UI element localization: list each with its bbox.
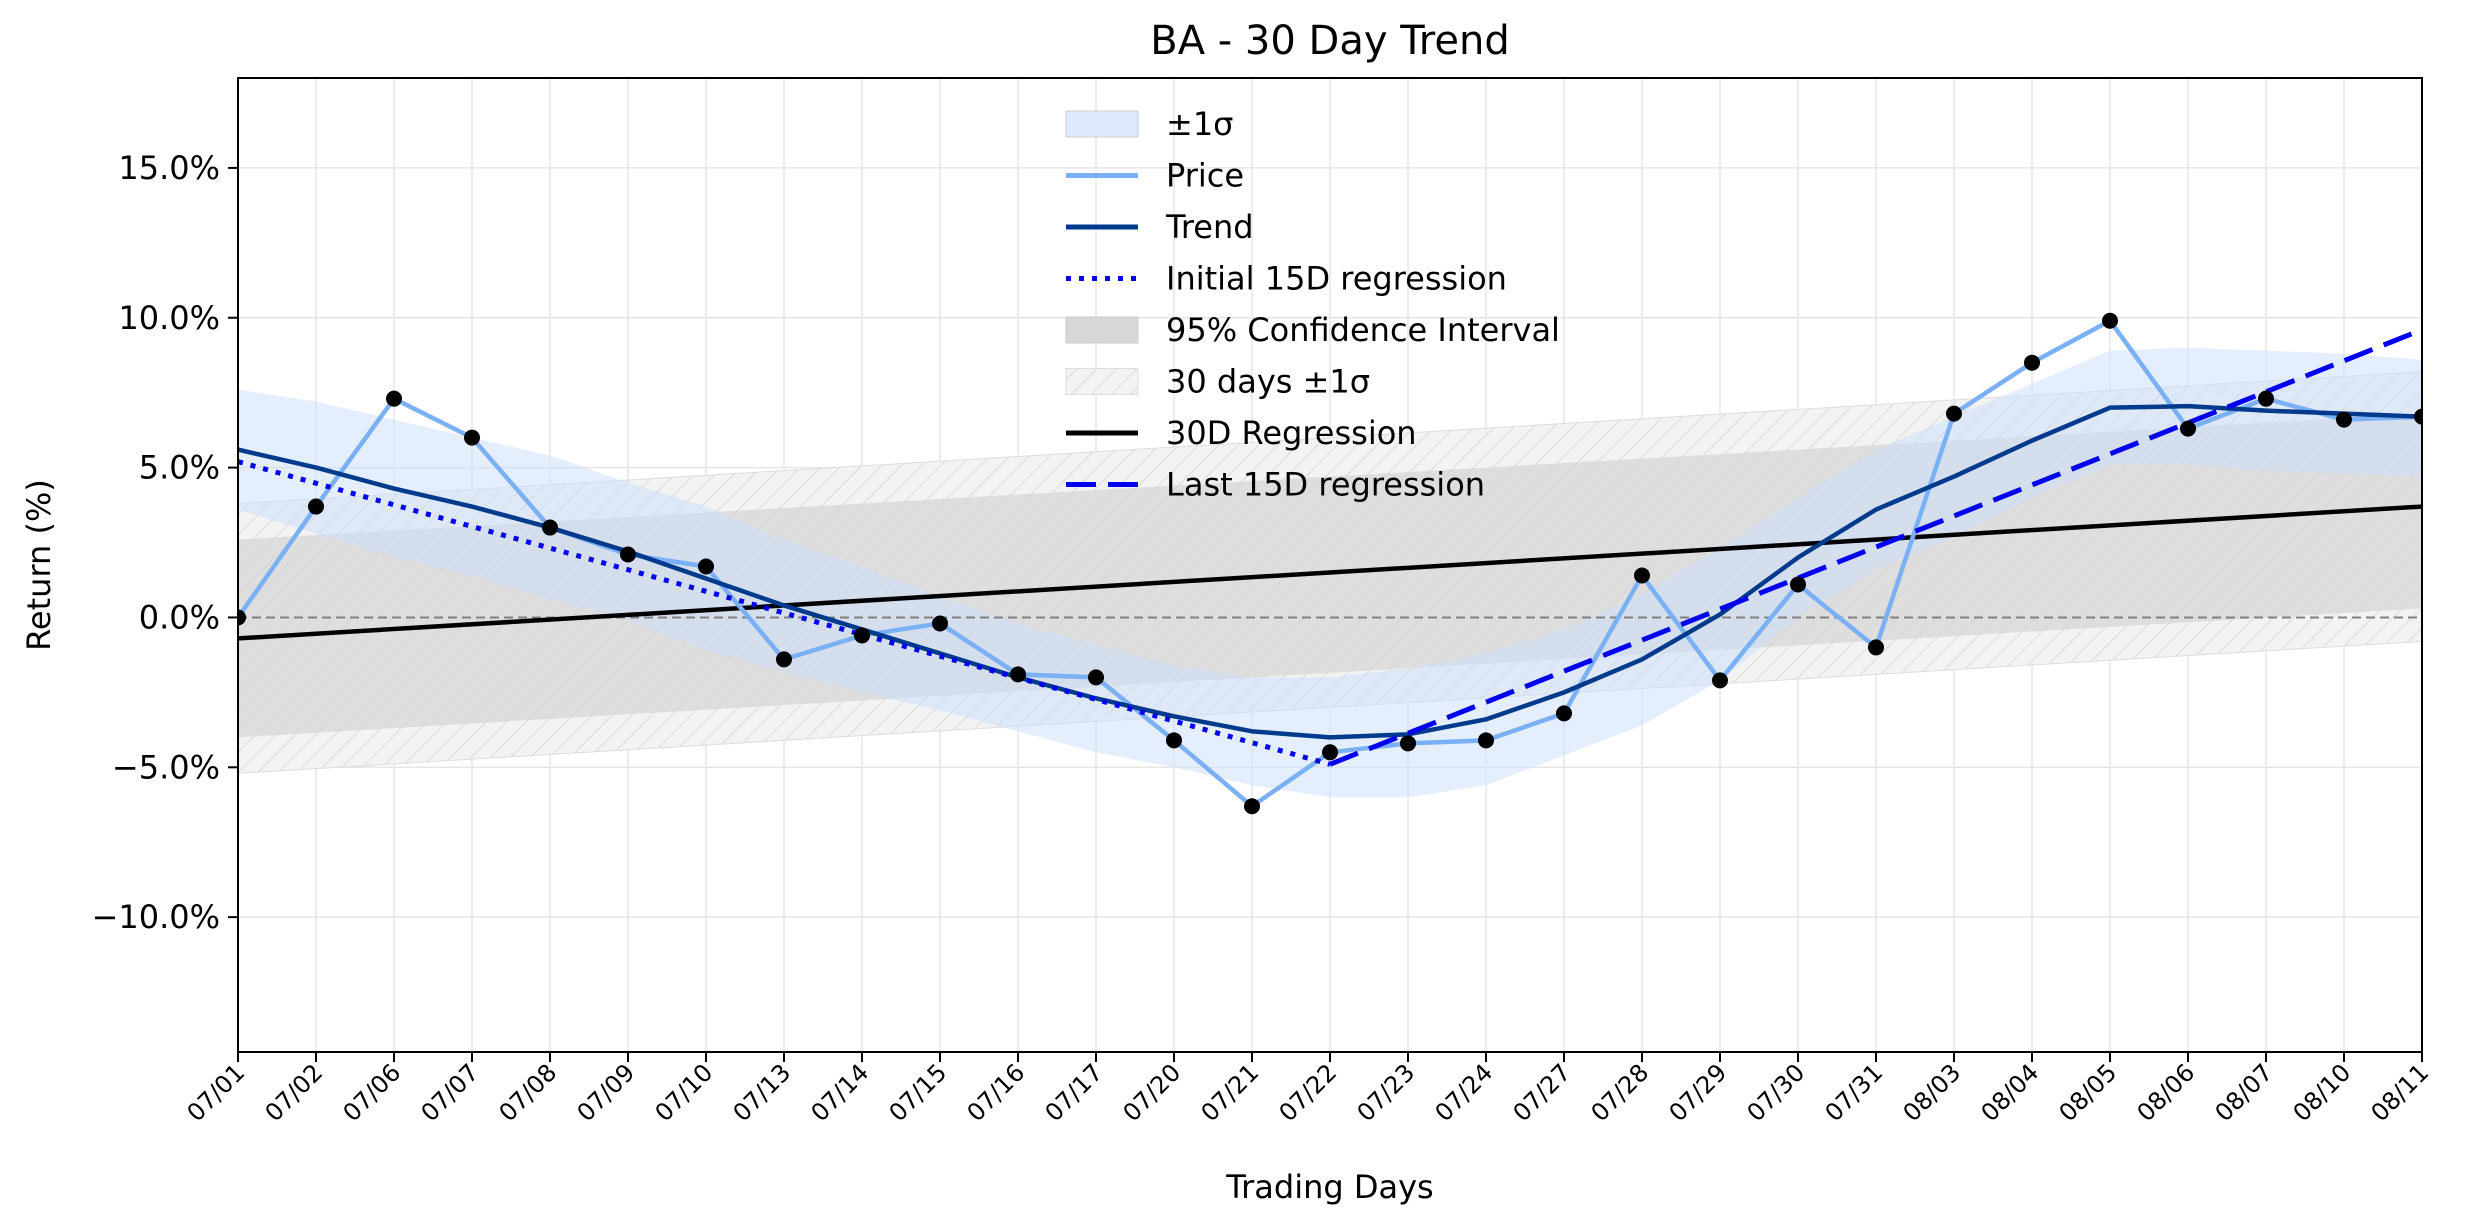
price-point [620,546,636,563]
legend-label: 30 days ±1σ [1166,363,1370,401]
legend-label: Trend [1165,208,1254,246]
y-tick-label: 10.0% [118,299,220,337]
price-point [1946,405,1962,422]
price-point [238,609,246,626]
series-line-5 [238,504,2422,641]
price-point [776,651,792,668]
price-point [698,558,714,575]
price-point [1556,705,1572,722]
price-point [1322,744,1338,761]
legend-swatch [1065,316,1139,344]
price-point [1088,669,1104,686]
band-1sigma [238,347,2422,798]
price-point [308,498,324,515]
price-point [1790,576,1806,593]
price-point [2414,408,2422,425]
price-point [2258,390,2274,407]
price-point [1244,798,1260,815]
price-point [854,627,870,644]
plot-area [238,312,2422,815]
price-point [1868,639,1884,656]
price-point [542,519,558,536]
price-point [2180,420,2196,437]
y-tick-label: 15.0% [118,149,220,187]
legend-swatch [1065,368,1139,395]
series-line-1 [238,403,2422,740]
legend-label: ±1σ [1166,105,1233,143]
chart-title: BA - 30 Day Trend [1150,18,1509,64]
legend-label: Price [1166,157,1244,195]
price-point [2336,411,2352,428]
price-point [1634,567,1650,584]
legend-label: Last 15D regression [1166,466,1485,504]
series-line-4 [1329,327,2422,767]
price-point [386,390,402,407]
y-tick-label: 0.0% [139,598,220,636]
legend-label: 95% Confidence Interval [1166,311,1560,349]
legend-label: Initial 15D regression [1166,260,1507,298]
legend-swatch [1065,110,1139,138]
y-axis-label: Return (%) [20,479,58,651]
price-point [1712,672,1728,689]
legend-label: 30D Regression [1166,414,1417,452]
price-point [932,615,948,632]
price-point [464,429,480,446]
price-point [1400,735,1416,752]
price-point [1478,732,1494,749]
price-point [2024,354,2040,371]
price-point [1166,732,1182,749]
y-tick-label: 5.0% [139,449,220,487]
y-tick-label: −10.0% [92,898,220,936]
legend: ±1σ Price Trend Initial 15D regression 95% C… [1065,105,1560,504]
y-tick-label: −5.0% [112,748,220,786]
x-axis-label: Trading Days [1225,1168,1433,1206]
price-point [2102,312,2118,329]
price-point [1010,666,1026,683]
